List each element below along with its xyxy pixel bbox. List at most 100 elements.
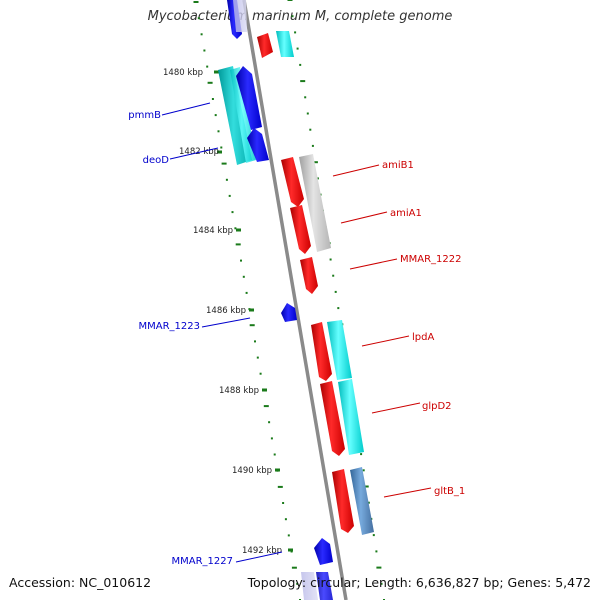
track-dot <box>296 47 299 50</box>
blast-hit-cyan[interactable] <box>338 379 364 455</box>
track-dot <box>316 177 319 180</box>
callout-line <box>383 487 432 498</box>
track-dot <box>225 178 228 181</box>
forward-cds-arrow[interactable] <box>320 381 345 456</box>
callout-line <box>371 402 421 414</box>
track-dot <box>362 469 365 472</box>
track-dot <box>360 453 363 456</box>
track-dot <box>207 81 213 84</box>
track-dot <box>304 96 307 99</box>
track-dot <box>211 98 214 100</box>
track-dot <box>203 49 206 52</box>
gene-label-MMAR_1223[interactable]: MMAR_1223 <box>139 321 201 332</box>
outer-left-track <box>193 1 301 600</box>
track-dot <box>268 421 271 424</box>
track-dot <box>221 162 227 165</box>
blast-hit-cyan[interactable] <box>327 320 352 380</box>
track-dot <box>206 65 209 68</box>
reverse-cds-arrow[interactable] <box>236 66 262 130</box>
track-dot <box>254 340 256 343</box>
track-dot <box>240 259 242 262</box>
gene-label-gltB_1[interactable]: gltB_1 <box>434 486 465 497</box>
ruler-label: 1480 kbp <box>163 68 203 78</box>
track-dot <box>277 485 283 488</box>
reverse-cds-arrow[interactable] <box>247 128 269 162</box>
track-dot <box>291 566 297 569</box>
track-dot <box>270 437 273 440</box>
track-dot <box>282 502 285 504</box>
track-dot <box>259 372 262 375</box>
gene-label-amiA1[interactable]: amiA1 <box>390 208 422 219</box>
reverse-cds-fragment[interactable] <box>233 0 247 32</box>
gene-label-glpD2[interactable]: glpD2 <box>422 401 452 412</box>
track-dot <box>249 324 255 327</box>
forward-cds-arrow[interactable] <box>257 33 273 58</box>
genome-backbone <box>242 0 348 600</box>
forward-cds-arrow[interactable] <box>281 157 304 207</box>
track-dot <box>299 63 302 66</box>
track-dot <box>334 290 337 293</box>
accession-text: Accession: NC_010612 <box>9 575 152 590</box>
forward-cds-arrow[interactable] <box>290 205 311 254</box>
track-dot <box>312 161 318 164</box>
reverse-cds-arrow[interactable] <box>281 303 297 322</box>
ruler-label: 1488 kbp <box>219 386 259 396</box>
blast-hit-steel[interactable] <box>350 467 374 535</box>
ruler-label: 1484 kbp <box>193 226 233 236</box>
track-dot <box>332 274 335 277</box>
gene-label-deoD[interactable]: deoD <box>143 155 170 166</box>
gene-label-amiB1[interactable]: amiB1 <box>382 160 414 171</box>
ruler: 1480 kbp 1482 kbp 1484 kbp 1486 kbp 1488… <box>163 68 293 556</box>
callout-line <box>332 164 380 177</box>
track-dot <box>242 275 245 278</box>
track-dot <box>263 405 269 408</box>
forward-cds-arrow[interactable] <box>311 322 332 381</box>
track-dot <box>228 194 231 197</box>
reverse-cds-fragment[interactable] <box>301 572 318 600</box>
callout-line <box>201 317 251 328</box>
track-dot <box>197 17 200 20</box>
track-dot <box>273 453 276 456</box>
track-dot <box>217 130 220 133</box>
track-dot <box>363 485 369 488</box>
ruler-label: 1492 kbp <box>242 546 282 556</box>
track-dot <box>284 518 287 521</box>
callout-line <box>340 211 388 224</box>
gene-label-lpdA[interactable]: lpdA <box>412 332 434 343</box>
gene-label-pmmB[interactable]: pmmB <box>128 110 161 121</box>
ruler-label: 1486 kbp <box>206 306 246 316</box>
forward-cds-arrow[interactable] <box>332 469 354 533</box>
callout-line <box>235 551 283 563</box>
outer-right-track <box>287 0 385 600</box>
track-dot <box>311 144 314 147</box>
reverse-cds-arrow[interactable] <box>316 572 333 600</box>
track-dot <box>256 356 259 359</box>
track-dot <box>294 31 297 34</box>
track-dot <box>234 227 237 230</box>
track-dot <box>245 291 248 294</box>
callout-line <box>349 258 398 270</box>
gene-label-MMAR_1227[interactable]: MMAR_1227 <box>172 556 234 567</box>
track-dot <box>220 146 223 149</box>
callouts <box>161 102 432 563</box>
track-dot <box>367 501 370 504</box>
track-dot <box>372 534 375 537</box>
track-dot <box>329 258 332 261</box>
blast-hit-cyan[interactable] <box>276 31 294 57</box>
track-dot <box>287 534 290 537</box>
track-dot <box>296 582 299 585</box>
track-dot <box>193 1 199 3</box>
features <box>218 0 374 600</box>
callout-line <box>161 102 211 116</box>
track-dot <box>287 0 293 1</box>
callout-line <box>361 335 410 347</box>
map-title: Mycobacterium marinum M, complete genome <box>147 9 453 24</box>
track-dot <box>214 114 217 117</box>
track-dot <box>300 80 306 83</box>
track-dot <box>235 243 241 246</box>
reverse-cds-arrow[interactable] <box>314 538 333 565</box>
blast-hit-gray[interactable] <box>299 154 331 252</box>
forward-cds-arrow[interactable] <box>300 257 318 294</box>
gene-label-MMAR_1222[interactable]: MMAR_1222 <box>400 254 462 265</box>
